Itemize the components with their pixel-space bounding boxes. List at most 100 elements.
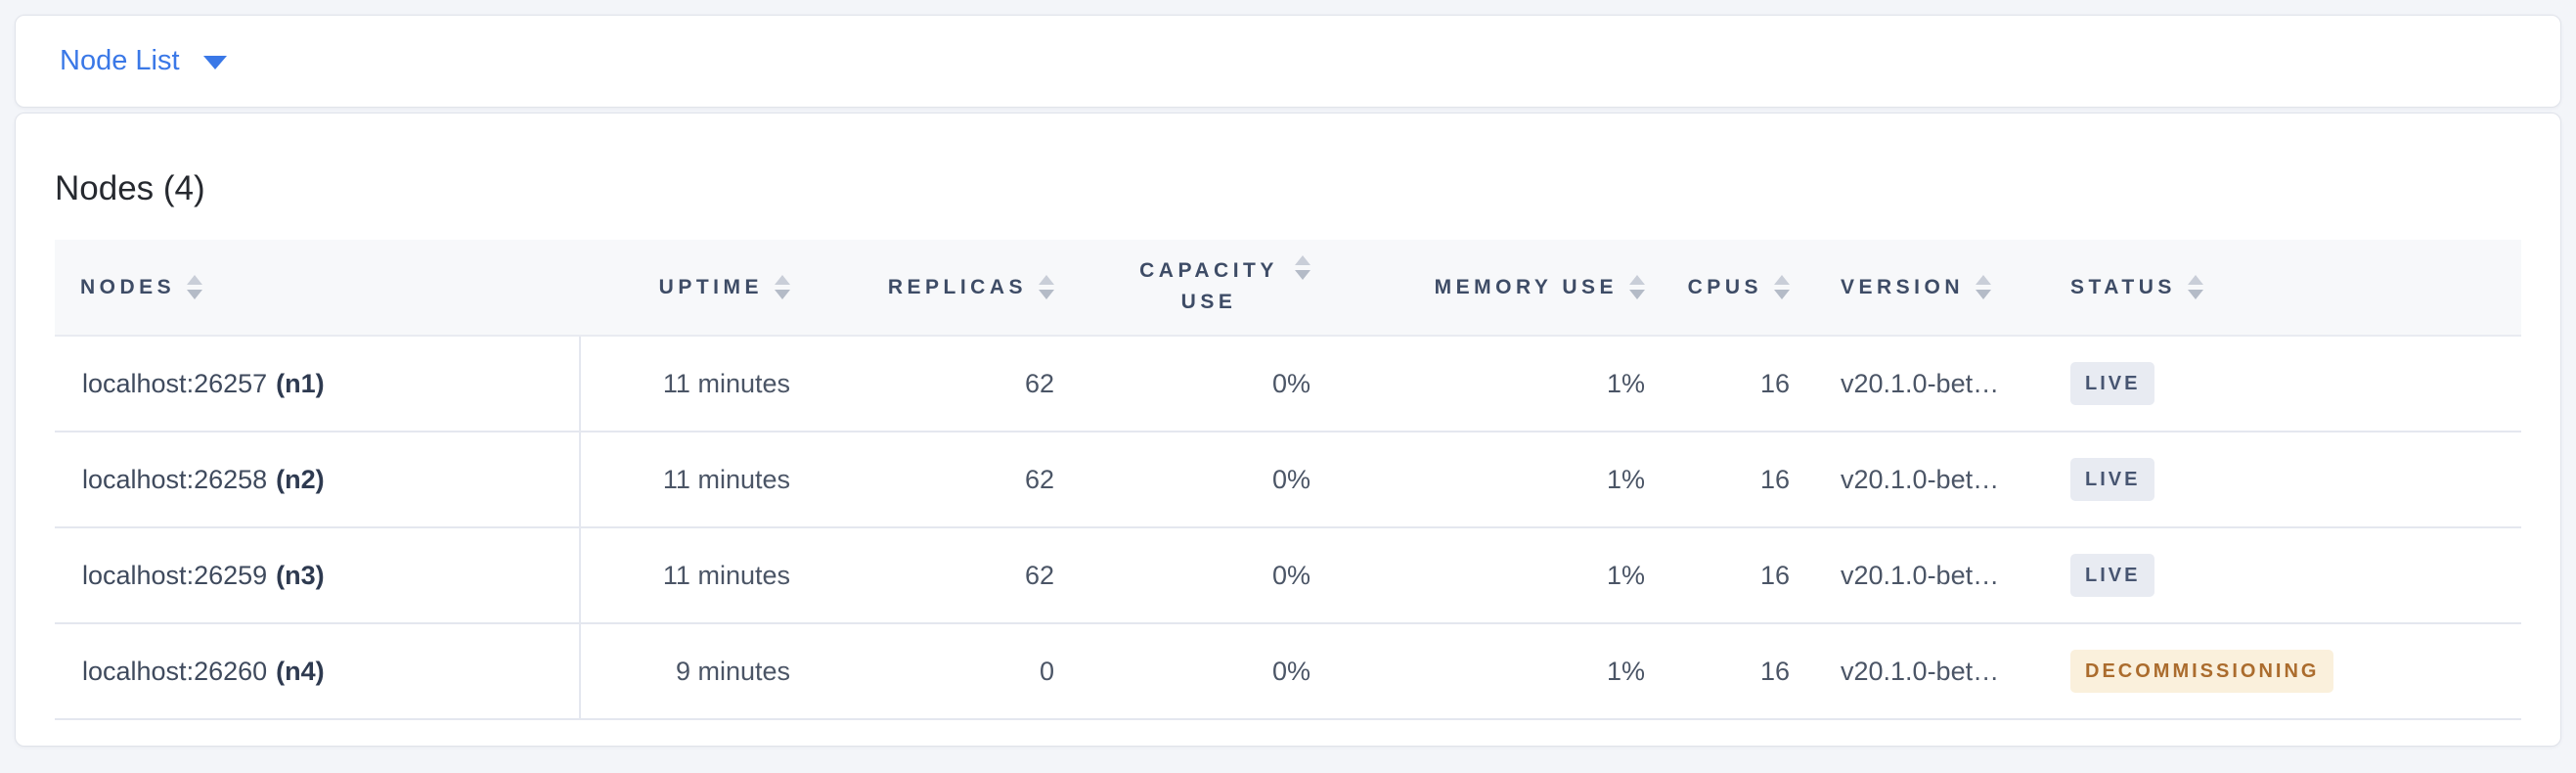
memory-use-value: 1% [1606, 560, 1645, 590]
sort-icon [1774, 275, 1790, 299]
sort-up-arrow-icon [1295, 255, 1310, 265]
capacity-use-cell: 0% [1080, 336, 1336, 432]
cpus-value: 16 [1759, 560, 1790, 590]
version-cell: v20.1.0-bet… [1815, 623, 2045, 720]
sort-up-arrow-icon [1774, 275, 1790, 285]
node-id: (n4) [276, 656, 325, 686]
node-address: localhost:26260 [82, 656, 268, 686]
sort-icon [2187, 275, 2203, 299]
capacity-use-cell: 0% [1080, 527, 1336, 624]
column-header-label: VERSION [1841, 275, 1965, 298]
sort-down-arrow-icon [1039, 290, 1054, 299]
uptime-value: 11 minutes [662, 560, 790, 590]
nodes-cell: localhost:26259 (n3) [55, 527, 581, 624]
memory-use-cell: 1% [1336, 623, 1670, 720]
capacity-use-cell: 0% [1080, 623, 1336, 720]
caret-down-icon [202, 56, 227, 69]
view-selector-dropdown[interactable]: Node List [60, 45, 227, 77]
column-header-replicas[interactable]: REPLICAS [816, 240, 1080, 337]
sort-icon [775, 275, 790, 299]
column-header-memory-use[interactable]: MEMORY USE [1336, 240, 1670, 337]
nodes-cell: localhost:26257 (n1) [55, 336, 581, 432]
uptime-cell: 11 minutes [580, 527, 816, 624]
status-cell: LIVE [2045, 527, 2521, 624]
uptime-cell: 11 minutes [580, 432, 816, 528]
page: Node List Nodes (4) NODES UPTIME REPLICAS C… [15, 15, 2561, 747]
capacity-use-value: 0% [1271, 368, 1310, 398]
uptime-cell: 11 minutes [580, 336, 816, 432]
uptime-value: 9 minutes [675, 656, 790, 686]
sort-down-arrow-icon [1295, 270, 1310, 280]
column-header-nodes[interactable]: NODES [55, 240, 580, 337]
sort-icon [1976, 275, 1992, 299]
sort-up-arrow-icon [187, 275, 203, 285]
view-selector-bar: Node List [15, 15, 2561, 108]
cpus-value: 16 [1759, 464, 1790, 494]
status-cell: LIVE [2045, 336, 2521, 432]
replicas-cell: 0 [816, 623, 1080, 720]
replicas-value: 62 [1024, 464, 1054, 494]
memory-use-value: 1% [1606, 464, 1645, 494]
table-row: localhost:26257 (n1) 11 minutes 62 0% 1% 16 v20… [55, 336, 2521, 432]
replicas-cell: 62 [816, 432, 1080, 528]
status-badge: DECOMMISSIONING [2070, 650, 2334, 693]
sort-up-arrow-icon [1039, 275, 1054, 285]
sort-up-arrow-icon [1976, 275, 1992, 285]
sort-up-arrow-icon [775, 275, 790, 285]
column-header-uptime[interactable]: UPTIME [580, 240, 816, 337]
nodes-table: NODES UPTIME REPLICAS CAPACITY USE MEMORY US… [55, 240, 2521, 720]
capacity-use-value: 0% [1271, 656, 1310, 686]
node-address: localhost:26259 [82, 560, 268, 590]
node-address: localhost:26257 [82, 368, 268, 398]
version-value: v20.1.0-bet… [1841, 656, 2000, 686]
column-header-label: MEMORY USE [1434, 275, 1618, 298]
memory-use-cell: 1% [1336, 336, 1670, 432]
column-header-label: CPUS [1687, 275, 1762, 298]
status-cell: LIVE [2045, 432, 2521, 528]
replicas-value: 0 [1039, 656, 1054, 686]
column-header-status[interactable]: STATUS [2045, 240, 2521, 337]
version-value: v20.1.0-bet… [1841, 368, 2000, 398]
sort-icon [187, 275, 203, 299]
column-header-cpus[interactable]: CPUS [1670, 240, 1815, 337]
sort-down-arrow-icon [1976, 290, 1992, 299]
capacity-use-cell: 0% [1080, 432, 1336, 528]
table-header-row: NODES UPTIME REPLICAS CAPACITY USE MEMORY US… [55, 240, 2521, 337]
replicas-value: 62 [1024, 560, 1054, 590]
column-header-capacity-use[interactable]: CAPACITY USE [1080, 240, 1336, 337]
replicas-cell: 62 [816, 527, 1080, 624]
memory-use-cell: 1% [1336, 527, 1670, 624]
memory-use-value: 1% [1606, 656, 1645, 686]
column-header-version[interactable]: VERSION [1815, 240, 2045, 337]
nodes-cell: localhost:26260 (n4) [55, 623, 581, 720]
sort-icon [1629, 275, 1645, 299]
status-cell: DECOMMISSIONING [2045, 623, 2521, 720]
memory-use-cell: 1% [1336, 432, 1670, 528]
version-value: v20.1.0-bet… [1841, 560, 2000, 590]
replicas-value: 62 [1024, 368, 1054, 398]
table-row: localhost:26260 (n4) 9 minutes 0 0% 1% 16 v20.1… [55, 623, 2521, 720]
version-cell: v20.1.0-bet… [1815, 432, 2045, 528]
uptime-value: 11 minutes [662, 368, 790, 398]
sort-down-arrow-icon [1774, 290, 1790, 299]
node-id: (n1) [276, 368, 325, 398]
replicas-cell: 62 [816, 336, 1080, 432]
column-header-label: CAPACITY USE [1139, 259, 1278, 313]
cpus-value: 16 [1759, 368, 1790, 398]
column-header-label: UPTIME [658, 275, 763, 298]
nodes-card: Nodes (4) NODES UPTIME REPLICAS CAPACITY US… [15, 113, 2561, 747]
cpus-cell: 16 [1670, 623, 1815, 720]
version-cell: v20.1.0-bet… [1815, 336, 2045, 432]
memory-use-value: 1% [1606, 368, 1645, 398]
sort-down-arrow-icon [2187, 290, 2203, 299]
status-badge: LIVE [2070, 362, 2155, 405]
sort-down-arrow-icon [775, 290, 790, 299]
version-value: v20.1.0-bet… [1841, 464, 2000, 494]
node-address: localhost:26258 [82, 464, 268, 494]
table-row: localhost:26259 (n3) 11 minutes 62 0% 1% 16 v20… [55, 527, 2521, 624]
uptime-cell: 9 minutes [580, 623, 816, 720]
sort-icon [1039, 275, 1054, 299]
nodes-cell: localhost:26258 (n2) [55, 432, 581, 528]
status-badge: LIVE [2070, 458, 2155, 501]
node-id: (n2) [276, 464, 325, 494]
